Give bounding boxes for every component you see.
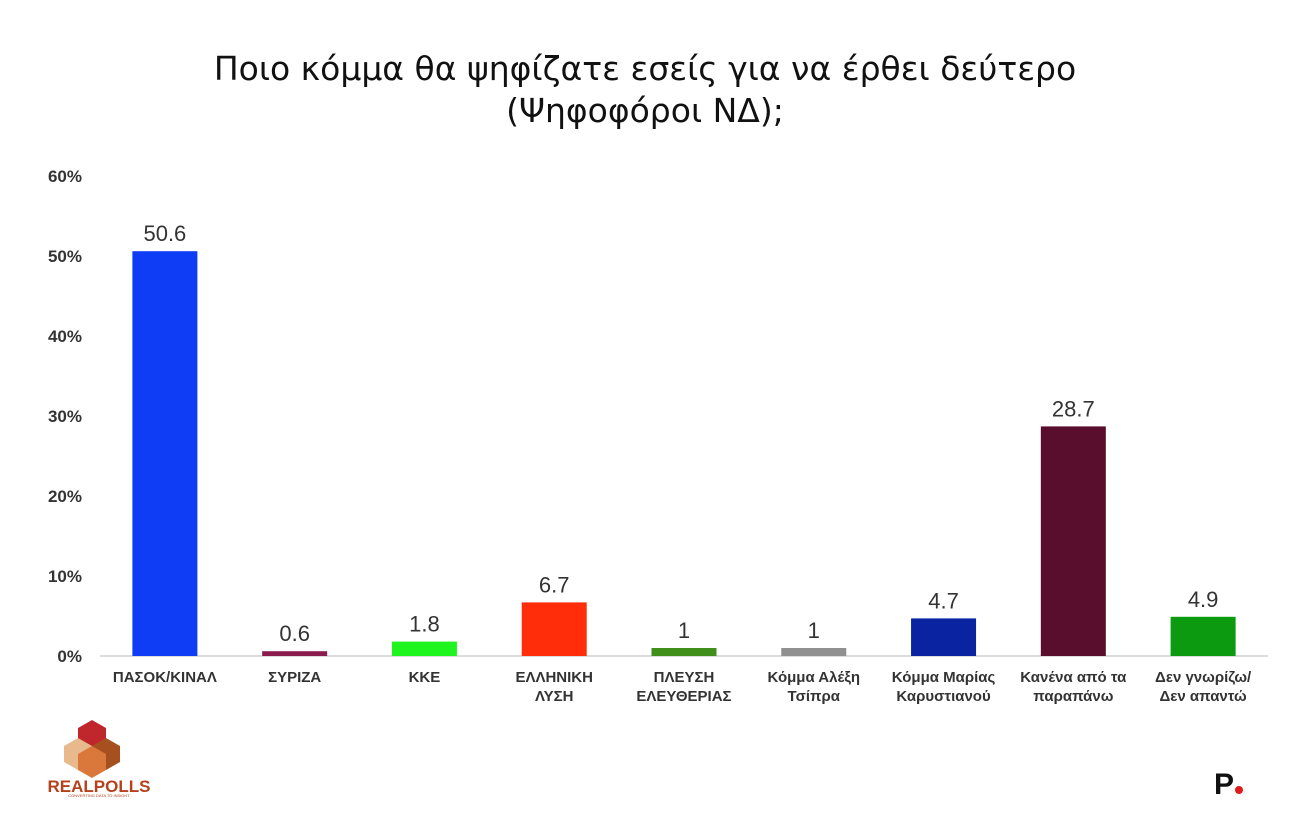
value-labels: 50.6 0.6 1.8 6.7 1 1 4.7 28.7 4.9	[143, 221, 1218, 646]
category-label-line: ΕΛΕΥΘΕΡΙΑΣ	[636, 688, 731, 705]
category-label-line: ΛΥΣΗ	[535, 688, 573, 705]
category-label-line: ΠΑΣΟΚ/ΚΙΝΑΛ	[113, 669, 217, 686]
category-label-line: Κόμμα Αλέξη	[767, 669, 860, 686]
p-logo: P	[1214, 768, 1243, 800]
y-tick-label: 50%	[48, 247, 82, 266]
category-label: Κόμμα Μαρίας Καρυστιανού	[892, 669, 996, 705]
y-tick-label: 20%	[48, 487, 82, 506]
y-tick-label: 10%	[48, 567, 82, 586]
category-label-line: Κόμμα Μαρίας	[892, 669, 996, 686]
category-label: ΠΛΕΥΣΗ ΕΛΕΥΘΕΡΙΑΣ	[636, 669, 731, 705]
category-label: Κόμμα Αλέξη Τσίπρα	[767, 669, 860, 705]
bar	[1040, 426, 1106, 656]
bar	[391, 641, 457, 656]
bar	[521, 602, 587, 656]
value-label: 50.6	[143, 221, 186, 246]
category-label-line: ΠΛΕΥΣΗ	[654, 669, 715, 686]
value-label: 4.9	[1188, 587, 1219, 612]
value-label: 6.7	[539, 572, 570, 597]
bar	[781, 648, 847, 656]
category-label: ΕΛΛΗΝΙΚΗ ΛΥΣΗ	[515, 669, 593, 705]
value-label: 1.8	[409, 612, 440, 637]
category-label-line: παραπάνω	[1033, 688, 1113, 705]
chart-title-line-2: (Ψηφοφόροι ΝΔ);	[506, 91, 784, 130]
value-label: 4.7	[928, 588, 959, 613]
bars	[132, 251, 1236, 656]
category-label: ΠΑΣΟΚ/ΚΙΝΑΛ	[113, 669, 217, 686]
chart-title: Ποιο κόμμα θα ψηφίζατε εσείς για να έρθε…	[0, 48, 1290, 132]
y-axis: 0% 10% 20% 30% 40% 50% 60%	[48, 167, 82, 666]
category-label: ΣΥΡΙΖΑ	[268, 669, 321, 686]
category-label-line: Δεν απαντώ	[1160, 688, 1248, 705]
p-logo-dot	[1235, 786, 1243, 794]
value-label: 28.7	[1052, 396, 1095, 421]
realpolls-logo: REALPOLLS CONVERTING DATA TO INSIGHT	[48, 720, 151, 798]
category-label-line: Δεν γνωρίζω/	[1155, 669, 1252, 686]
bar	[132, 251, 198, 656]
category-label-line: ΣΥΡΙΖΑ	[268, 669, 321, 686]
category-label-line: Τσίπρα	[788, 688, 841, 705]
bar	[1170, 616, 1236, 656]
category-label-line: ΕΛΛΗΝΙΚΗ	[515, 669, 593, 686]
value-label: 1	[808, 618, 820, 643]
category-label-line: Καρυστιανού	[896, 688, 991, 705]
realpolls-tagline: CONVERTING DATA TO INSIGHT	[68, 793, 130, 798]
y-tick-label: 0%	[57, 647, 82, 666]
chart-title-line-1: Ποιο κόμμα θα ψηφίζατε εσείς για να έρθε…	[213, 49, 1077, 88]
bar	[262, 651, 328, 656]
logo-cube-center	[78, 746, 106, 778]
bar	[911, 618, 977, 656]
category-label-line: ΚΚΕ	[409, 669, 441, 686]
category-labels: ΠΑΣΟΚ/ΚΙΝΑΛ ΣΥΡΙΖΑ ΚΚΕ ΕΛΛΗΝΙΚΗ ΛΥΣΗ ΠΛΕΥΣΗ ΕΛ…	[113, 669, 1252, 705]
category-label: ΚΚΕ	[409, 669, 441, 686]
bar	[651, 648, 717, 656]
p-logo-letter: P	[1214, 768, 1234, 800]
category-label: Δεν γνωρίζω/Δεν απαντώ	[1155, 669, 1252, 705]
realpolls-wordmark: REALPOLLS	[48, 777, 151, 796]
value-label: 0.6	[279, 621, 310, 646]
category-label-line: Κανένα από τα	[1020, 669, 1127, 686]
value-label: 1	[678, 618, 690, 643]
y-tick-label: 40%	[48, 327, 82, 346]
category-label: Κανένα από τα παραπάνω	[1020, 669, 1127, 705]
y-tick-label: 30%	[48, 407, 82, 426]
y-tick-label: 60%	[48, 167, 82, 186]
